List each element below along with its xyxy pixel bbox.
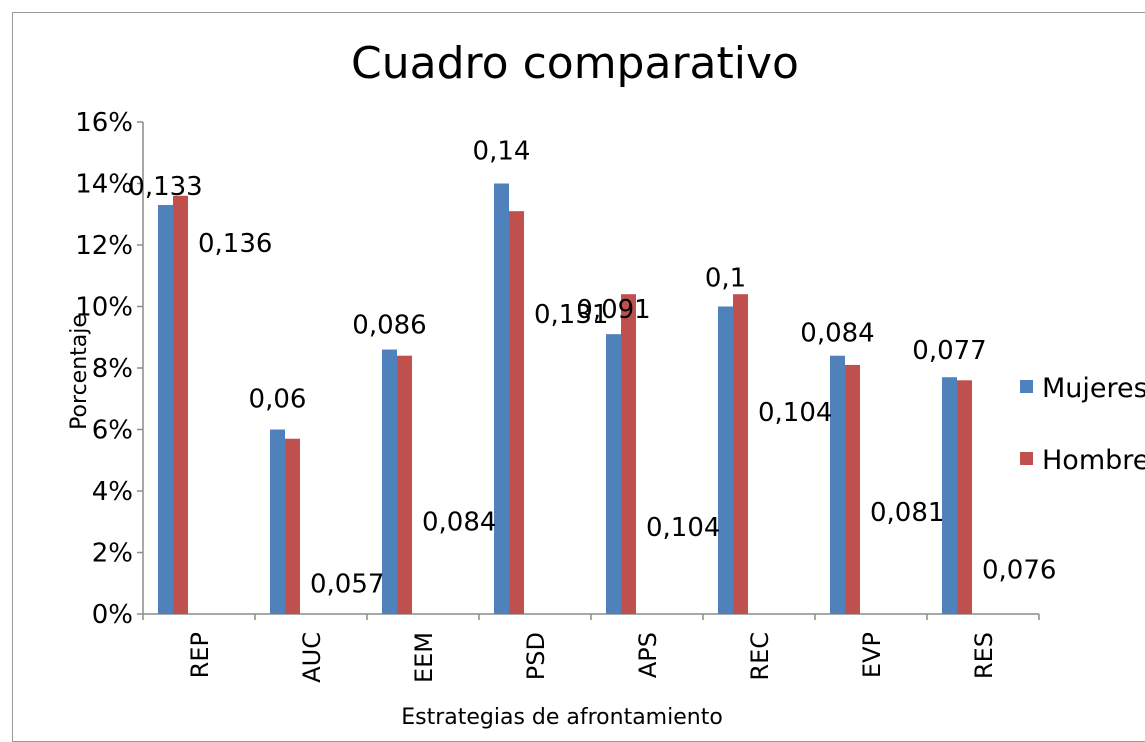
- category-label: EEM: [410, 632, 438, 683]
- data-label-mujeres: 0,133: [128, 172, 202, 202]
- legend-label-mujeres: Mujeres: [1042, 373, 1145, 404]
- data-label-mujeres: 0,086: [352, 311, 426, 341]
- category-label: AUC: [298, 632, 326, 683]
- data-label-hombres: 0,076: [982, 555, 1056, 585]
- y-tick-label: 8%: [92, 354, 133, 384]
- x-axis-title: Estrategias de afrontamiento: [401, 705, 723, 729]
- bar-mujeres: [494, 183, 509, 614]
- category-label: EVP: [858, 632, 886, 678]
- bar-hombres: [173, 195, 188, 615]
- y-tick-label: 12%: [75, 231, 133, 261]
- data-labels: 0,133 0,06 0,086 0,14 0,091 0,1 0,084 0,077 0,13…: [128, 137, 1056, 600]
- data-label-hombres: 0,104: [758, 398, 832, 428]
- y-tick-label: 6%: [92, 416, 133, 446]
- data-label-mujeres: 0,077: [912, 336, 986, 366]
- bar-mujeres: [942, 377, 957, 614]
- data-label-mujeres: 0,06: [249, 385, 307, 415]
- chart-frame: [12, 12, 1145, 742]
- bar-mujeres: [718, 306, 733, 614]
- bar-hombres: [397, 355, 412, 614]
- legend-label-hombres: Hombres: [1042, 445, 1145, 476]
- data-label-mujeres: 0,1: [705, 264, 746, 294]
- y-tick-label: 4%: [92, 477, 133, 507]
- data-label-mujeres: 0,084: [800, 319, 874, 349]
- data-label-hombres: 0,057: [310, 570, 384, 600]
- data-label-hombres: 0,104: [646, 513, 720, 543]
- category-label: REC: [746, 632, 774, 681]
- bar-hombres: [621, 294, 636, 614]
- y-axis-title: Porcentaje: [67, 314, 92, 430]
- category-label: REP: [186, 632, 214, 678]
- y-tick-label: 2%: [92, 539, 133, 569]
- data-label-hombres: 0,081: [870, 498, 944, 528]
- data-label-hombres: 0,131: [534, 300, 608, 330]
- bar-hombres: [285, 438, 300, 614]
- bar-hombres: [845, 364, 860, 614]
- category-label: RES: [970, 632, 998, 679]
- chart-title: Cuadro comparativo: [351, 38, 799, 89]
- data-label-mujeres: 0,091: [576, 295, 650, 325]
- y-tick-label: 10%: [75, 293, 133, 323]
- y-tick-label: 0%: [92, 600, 133, 630]
- bar-mujeres: [158, 205, 173, 614]
- bar-hombres: [509, 211, 524, 615]
- category-label: APS: [634, 632, 662, 678]
- axes: 0% 2% 4% 6% 8% 10% 12% 14% 16% REP AUC EEM PSD APS REC…: [75, 108, 1040, 683]
- legend: Mujeres Hombres: [1020, 373, 1145, 476]
- data-label-hombres: 0,136: [198, 229, 272, 259]
- bar-mujeres: [382, 349, 397, 614]
- legend-swatch-hombres: [1020, 452, 1033, 465]
- bar-hombres: [733, 294, 748, 614]
- bar-mujeres: [270, 429, 285, 614]
- legend-swatch-mujeres: [1020, 380, 1033, 393]
- data-label-mujeres: 0,14: [473, 137, 531, 167]
- bar-hombres: [957, 380, 972, 614]
- bars: [158, 183, 972, 615]
- y-tick-label: 14%: [75, 170, 133, 200]
- data-label-hombres: 0,084: [422, 508, 496, 538]
- y-tick-label: 16%: [75, 108, 133, 138]
- bar-mujeres: [606, 334, 621, 614]
- bar-mujeres: [830, 355, 845, 614]
- category-label: PSD: [522, 632, 550, 680]
